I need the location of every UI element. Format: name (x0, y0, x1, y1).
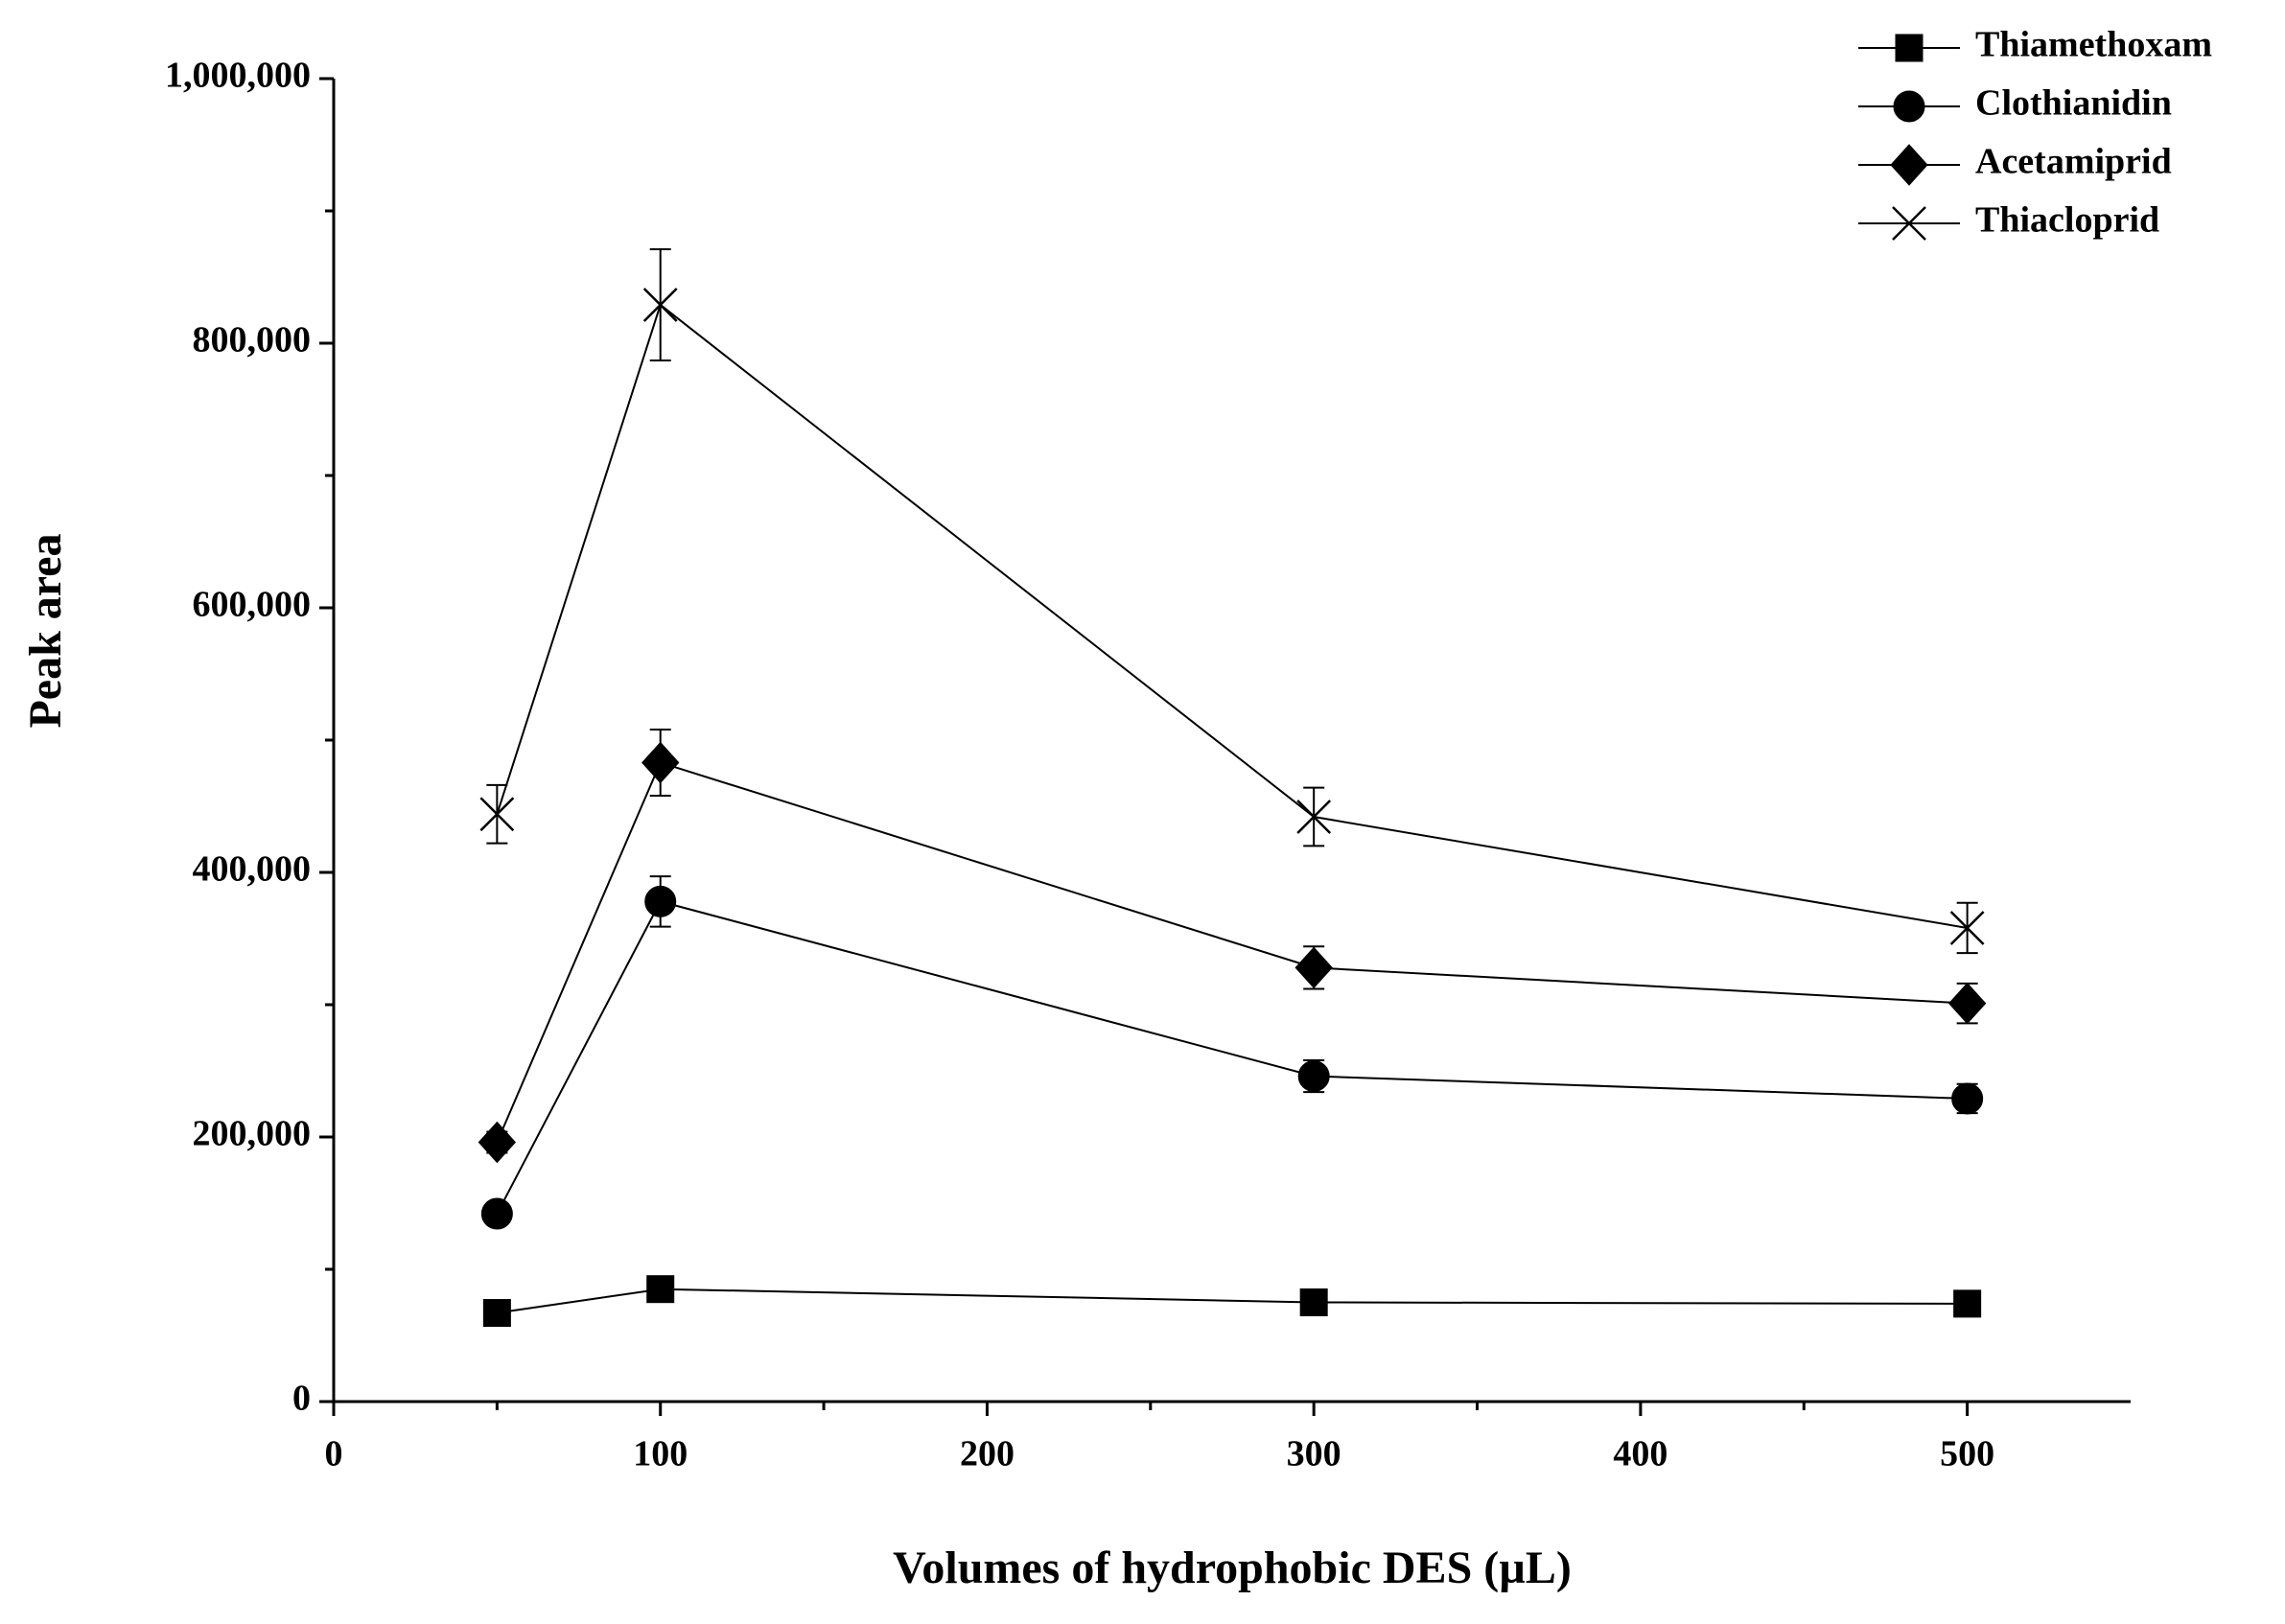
x-tick-label: 400 (1613, 1434, 1667, 1474)
marker (1947, 982, 1987, 1025)
marker (646, 1275, 675, 1304)
marker (1296, 800, 1332, 834)
y-tick-label: 600,000 (193, 585, 312, 625)
series-line (496, 303, 1968, 929)
legend-marker (1890, 144, 1928, 186)
legend-marker (1893, 90, 1925, 123)
legend-label: Acetamiprid (1975, 142, 2172, 182)
marker (1294, 946, 1333, 989)
legend-marker (1895, 34, 1924, 62)
y-tick-label: 200,000 (193, 1114, 312, 1154)
marker (1953, 1289, 1982, 1318)
legend-label: Thiamethoxam (1975, 25, 2212, 65)
series-line (496, 900, 1968, 1215)
x-tick-label: 300 (1287, 1434, 1341, 1474)
x-axis-title: Volumes of hydrophobic DES (µL) (893, 1543, 1572, 1593)
marker (1299, 1288, 1328, 1316)
marker (642, 288, 678, 322)
marker (478, 1121, 517, 1164)
x-tick-label: 500 (1940, 1434, 1994, 1474)
series-line (497, 1288, 1968, 1314)
y-tick-label: 800,000 (193, 320, 312, 360)
marker (480, 1197, 513, 1230)
x-tick-label: 100 (633, 1434, 688, 1474)
marker (482, 1299, 511, 1328)
marker (1951, 1082, 1984, 1115)
marker (644, 885, 677, 917)
marker (1297, 1060, 1330, 1093)
marker (641, 741, 680, 784)
y-tick-label: 400,000 (193, 849, 312, 890)
y-axis-title: Peak area (20, 533, 71, 728)
series-line (496, 761, 1968, 1143)
y-tick-label: 1,000,000 (165, 56, 311, 96)
x-tick-label: 200 (960, 1434, 1014, 1474)
marker (1949, 911, 1985, 945)
marker (479, 797, 515, 832)
legend-marker (1892, 206, 1926, 241)
y-tick-label: 0 (292, 1379, 311, 1419)
legend-label: Clothianidin (1975, 83, 2172, 124)
legend-label: Thiacloprid (1975, 200, 2159, 241)
x-tick-label: 0 (325, 1434, 343, 1474)
